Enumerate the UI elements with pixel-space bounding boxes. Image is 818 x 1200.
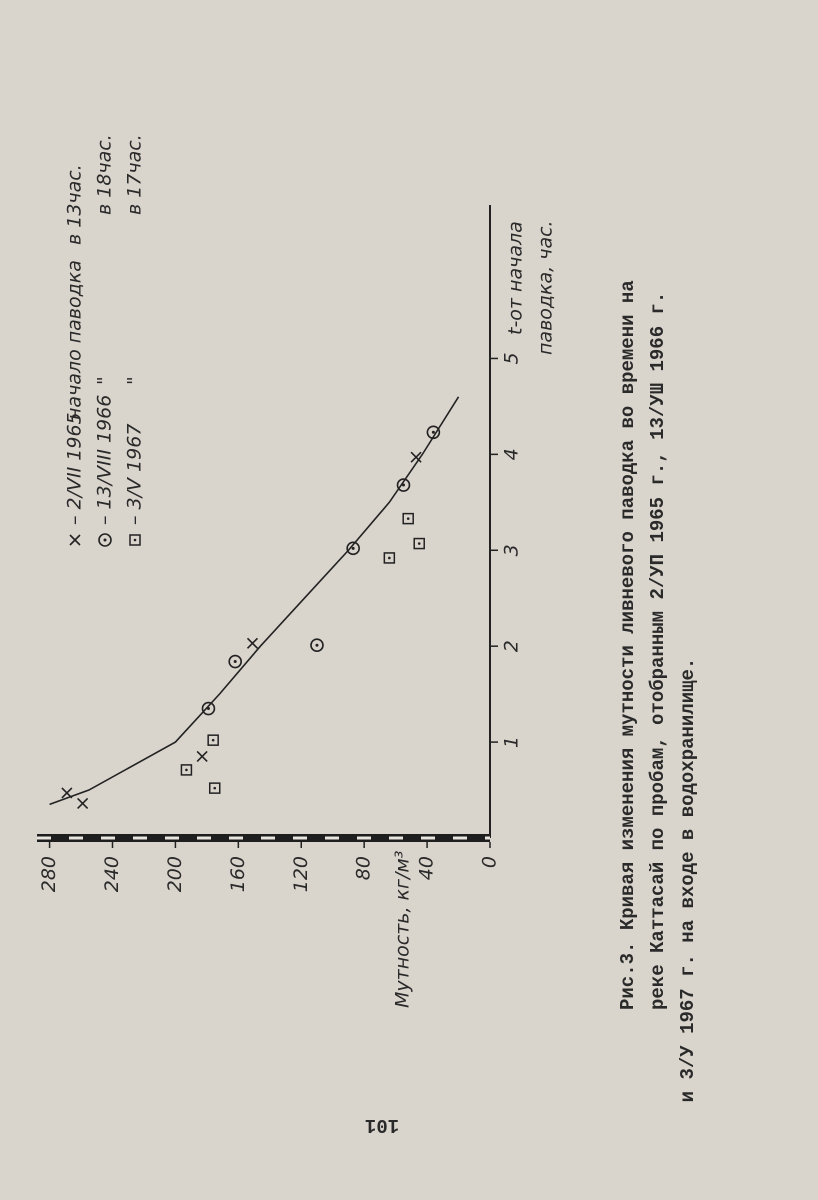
x-tick-label: 5 — [501, 352, 523, 364]
point — [180, 764, 193, 776]
y-tick-label: 280 — [38, 856, 60, 892]
point-dot — [406, 517, 410, 520]
legend-marker — [69, 534, 81, 546]
point — [413, 537, 425, 550]
legend-marker — [98, 533, 112, 547]
x-tick-label: 2 — [501, 640, 523, 652]
point-dot — [417, 542, 421, 545]
x-axis-label: паводка, час. — [535, 220, 557, 355]
point — [396, 478, 411, 492]
point — [207, 734, 219, 746]
legend-remark: " — [94, 376, 116, 385]
caption-line: реке Каттасай по пробам, отобранным 2/УП… — [647, 292, 669, 1010]
point — [77, 797, 89, 810]
point-dot — [213, 786, 217, 790]
fitted-curve — [49, 396, 460, 806]
legend-label: – 2/VII 1965 — [64, 412, 86, 525]
legend-remark: в 17час. — [124, 134, 146, 215]
page-number: 101 — [365, 1114, 399, 1136]
legend-label: – 13/VIII 1966 — [94, 395, 116, 525]
point — [410, 451, 422, 463]
x-tick-label: 3 — [501, 544, 523, 556]
point — [196, 750, 208, 763]
point — [310, 638, 324, 653]
point-dot — [315, 643, 319, 647]
point-dot — [388, 556, 391, 560]
point-dot — [431, 430, 435, 434]
point-dot — [211, 738, 215, 742]
point-dot — [401, 483, 405, 487]
point — [228, 654, 242, 669]
y-tick-label: 40 — [416, 856, 438, 880]
legend-remark: " — [124, 376, 146, 385]
point-dot — [351, 546, 355, 550]
point-dot — [233, 660, 237, 664]
caption-line: Рис.3. Кривая изменения мутности ливнево… — [617, 280, 639, 1010]
point-dot — [103, 538, 107, 542]
point — [208, 782, 221, 794]
y-tick-label: 200 — [164, 856, 186, 892]
legend-remark: в 18час. — [94, 134, 116, 215]
y-tick-label: 80 — [353, 856, 375, 880]
x-axis-label: t-от начала — [505, 221, 527, 335]
point-dot — [185, 768, 188, 772]
caption-line: и 3/У 1967 г. на входе в водохранилище. — [677, 658, 699, 1103]
legend-label: – 3/V 1967 — [124, 424, 146, 525]
y-tick-label: 120 — [290, 856, 312, 892]
point — [246, 637, 259, 649]
y-tick-label: 240 — [101, 856, 123, 892]
y-tick-label: 160 — [227, 856, 249, 892]
y-tick-label: 0 — [479, 856, 501, 868]
point — [201, 701, 216, 716]
x-tick-label: 4 — [501, 448, 523, 460]
legend-marker — [129, 534, 141, 546]
point — [402, 512, 414, 525]
point-dot — [133, 538, 137, 542]
x-tick-label: 1 — [501, 736, 523, 748]
y-axis-label: Мутность, кг/м³ — [392, 851, 414, 1008]
legend-remark: начало паводка — [64, 260, 86, 420]
point — [346, 541, 360, 556]
legend-remark: в 13час. — [64, 164, 86, 245]
point — [383, 552, 396, 564]
